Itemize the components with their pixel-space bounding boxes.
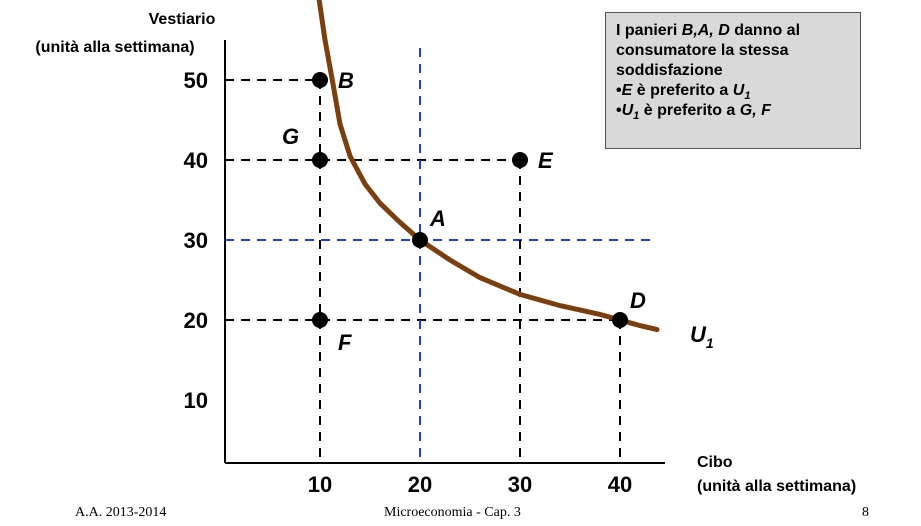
point-E — [512, 152, 528, 168]
y-tick-20: 20 — [184, 308, 208, 333]
y-axis-label-line2: (unità alla settimana) — [35, 39, 194, 56]
point-D — [612, 312, 628, 328]
point-label-F: F — [338, 330, 352, 355]
x-tick-40: 40 — [608, 472, 632, 497]
y-tick-50: 50 — [184, 68, 208, 93]
curve-label-subscript: 1 — [706, 335, 714, 351]
point-label-E: E — [538, 148, 554, 173]
point-G — [312, 152, 328, 168]
y-axis-label-line1: Vestiario — [149, 11, 216, 28]
curve-label-name: U — [690, 322, 707, 347]
y-tick-labels: 10 20 30 40 50 — [184, 68, 208, 413]
point-label-D: D — [630, 288, 646, 313]
y-tick-30: 30 — [184, 228, 208, 253]
curve-label-u1: U1 — [690, 322, 714, 351]
axes — [224, 40, 665, 464]
x-tick-20: 20 — [408, 472, 432, 497]
point-label-A: A — [429, 206, 446, 231]
point-B — [312, 72, 328, 88]
legend-note-box: I panieri B,A, D danno al consumatore la… — [605, 12, 861, 149]
x-axis-label-line2: (unità alla settimana) — [697, 478, 856, 495]
point-label-B: B — [338, 68, 354, 93]
x-tick-labels: 10 20 30 40 — [308, 472, 632, 497]
point-F — [312, 312, 328, 328]
note-line-4: •E è preferito a U1 — [616, 82, 751, 103]
note-line-5: •U1 è preferito a G, F — [616, 102, 771, 123]
footer-course-title: Microeconomia - Cap. 3 — [384, 505, 521, 520]
y-tick-40: 40 — [184, 148, 208, 173]
footer-academic-year: A.A. 2013-2014 — [75, 505, 167, 520]
note-line-1: I panieri B,A, D danno al — [616, 22, 801, 39]
footer-page-number: 8 — [862, 505, 869, 520]
guide-lines — [225, 48, 652, 463]
point-A — [412, 232, 428, 248]
note-line-2: consumatore la stessa — [616, 42, 789, 59]
bundle-points: B G E A F D — [282, 68, 646, 355]
point-label-G: G — [282, 124, 299, 149]
x-axis-label-line1: Cibo — [697, 454, 733, 471]
note-line-3: soddisfazione — [616, 62, 723, 79]
x-tick-30: 30 — [508, 472, 532, 497]
x-tick-10: 10 — [308, 472, 332, 497]
y-tick-10: 10 — [184, 388, 208, 413]
